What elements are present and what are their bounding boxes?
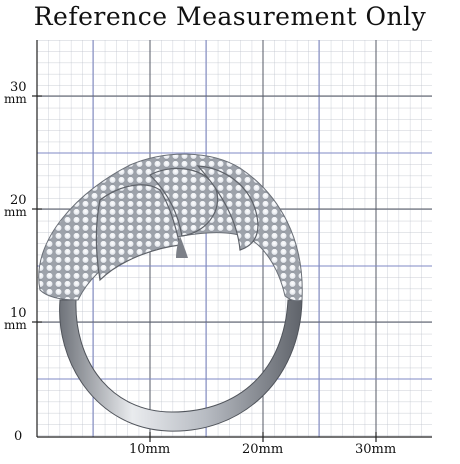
axes (32, 40, 432, 442)
x-tick-30mm: 30mm (355, 442, 397, 457)
y-tick-30-unit: mm (4, 92, 27, 106)
ring-photo (38, 153, 303, 432)
x-tick-10mm: 10mm (129, 442, 171, 457)
page-title: Reference Measurement Only (33, 2, 427, 31)
y-tick-30-value: 30 (10, 80, 27, 95)
origin-label: 0 (14, 429, 23, 444)
y-tick-10-unit: mm (4, 318, 27, 332)
y-tick-20-value: 20 (10, 193, 27, 208)
x-tick-20mm: 20mm (242, 442, 284, 457)
y-tick-10-value: 10 (10, 306, 27, 321)
y-tick-20-unit: mm (4, 205, 27, 219)
